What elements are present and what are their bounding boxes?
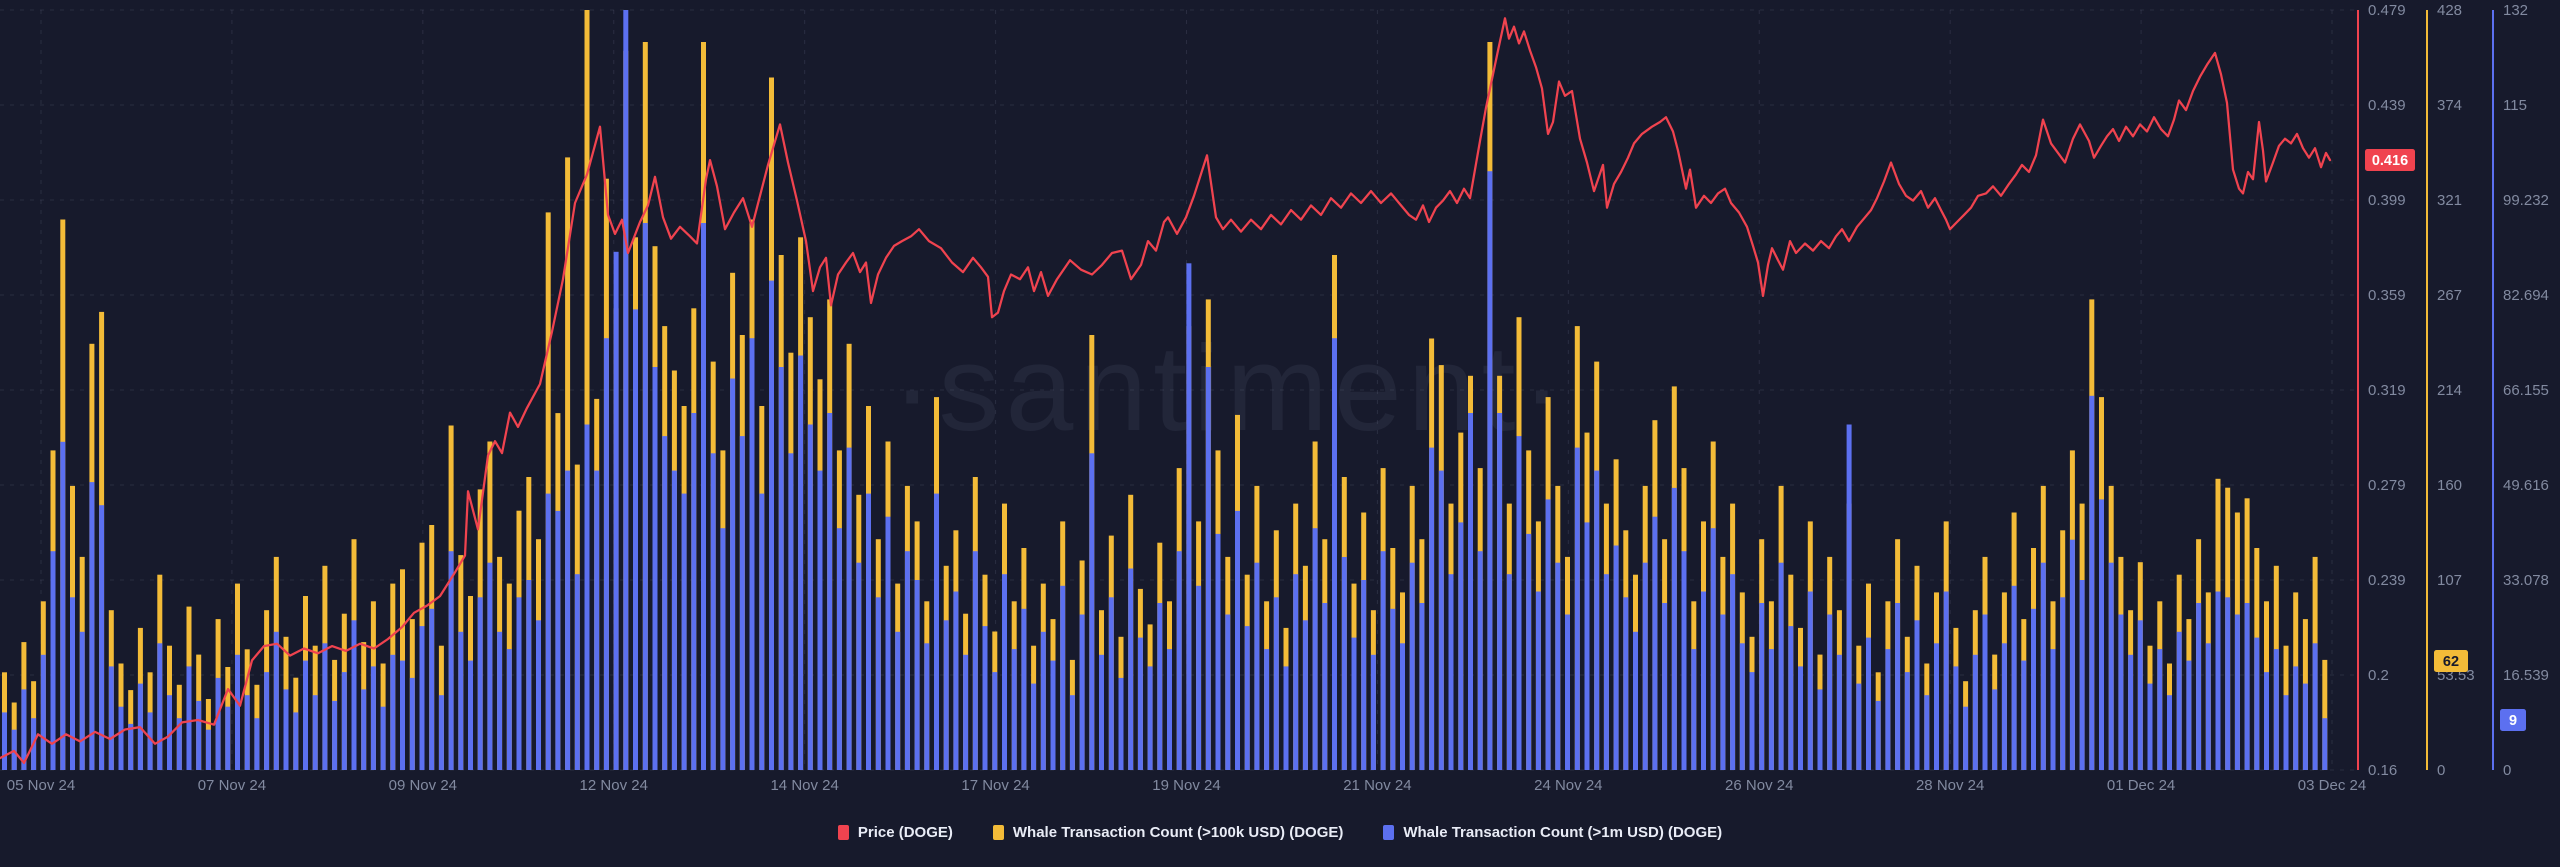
legend-item-whale-100k[interactable]: Whale Transaction Count (>100k USD) (DOG…	[992, 824, 1344, 841]
svg-text:17 Nov 24: 17 Nov 24	[961, 777, 1029, 794]
svg-text:33.078: 33.078	[2503, 572, 2549, 589]
legend-item-whale-1m[interactable]: Whale Transaction Count (>1m USD) (DOGE)	[1383, 824, 1722, 841]
svg-text:0.2: 0.2	[2368, 667, 2389, 684]
svg-text:82.694: 82.694	[2503, 287, 2549, 304]
svg-text:0.479: 0.479	[2368, 2, 2406, 19]
svg-text:321: 321	[2437, 192, 2462, 209]
svg-text:160: 160	[2437, 477, 2462, 494]
svg-text:0.319: 0.319	[2368, 382, 2406, 399]
whale-1m-series-swatch-icon	[1383, 825, 1395, 840]
svg-text:12 Nov 24: 12 Nov 24	[580, 777, 648, 794]
svg-text:62: 62	[2443, 654, 2459, 670]
legend-item-price[interactable]: Price (DOGE)	[837, 824, 953, 841]
whale-100k-series-swatch-icon	[992, 825, 1004, 840]
svg-text:0.16: 0.16	[2368, 762, 2397, 779]
legend: Price (DOGE) Whale Transaction Count (>1…	[0, 824, 2560, 841]
svg-text:19 Nov 24: 19 Nov 24	[1152, 777, 1220, 794]
price-series-swatch-icon	[837, 825, 849, 840]
svg-text:115: 115	[2503, 97, 2527, 114]
svg-text:21 Nov 24: 21 Nov 24	[1343, 777, 1411, 794]
svg-text:0.359: 0.359	[2368, 287, 2406, 304]
svg-text:132: 132	[2503, 2, 2528, 19]
svg-text:0.416: 0.416	[2372, 153, 2408, 169]
svg-text:66.155: 66.155	[2503, 382, 2549, 399]
price-line	[0, 17, 2332, 765]
legend-label-price: Price (DOGE)	[857, 824, 953, 841]
svg-text:0.239: 0.239	[2368, 572, 2406, 589]
svg-text:214: 214	[2437, 382, 2462, 399]
svg-text:107: 107	[2437, 572, 2462, 589]
svg-text:28 Nov 24: 28 Nov 24	[1916, 777, 1984, 794]
svg-text:09 Nov 24: 09 Nov 24	[389, 777, 457, 794]
whale-1m-axis: 132 115 99.232 82.694 66.155 49.616 33.078 16.5…	[2492, 2, 2549, 779]
svg-text:0: 0	[2503, 762, 2511, 779]
svg-text:26 Nov 24: 26 Nov 24	[1725, 777, 1793, 794]
svg-text:07 Nov 24: 07 Nov 24	[198, 777, 266, 794]
svg-text:05 Nov 24: 05 Nov 24	[7, 777, 75, 794]
svg-text:01 Dec 24: 01 Dec 24	[2107, 777, 2175, 794]
svg-text:99.232: 99.232	[2503, 192, 2549, 209]
svg-text:0.399: 0.399	[2368, 192, 2406, 209]
legend-label-whale-1m: Whale Transaction Count (>1m USD) (DOGE)	[1403, 824, 1723, 841]
svg-text:0.439: 0.439	[2368, 97, 2406, 114]
svg-text:24 Nov 24: 24 Nov 24	[1534, 777, 1602, 794]
svg-text:267: 267	[2437, 287, 2462, 304]
svg-text:03 Dec 24: 03 Dec 24	[2298, 777, 2366, 794]
svg-text:0.279: 0.279	[2368, 477, 2406, 494]
price-axis-current-badge	[2365, 149, 2415, 171]
x-axis-labels: 05 Nov 24 07 Nov 24 09 Nov 24 12 Nov 24 14 N…	[7, 777, 2366, 794]
svg-text:428: 428	[2437, 2, 2462, 19]
legend-label-whale-100k: Whale Transaction Count (>100k USD) (DOG…	[1012, 824, 1344, 841]
svg-text:374: 374	[2437, 97, 2462, 114]
svg-text:14 Nov 24: 14 Nov 24	[770, 777, 838, 794]
price-axis: 0.479 0.439 0.399 0.359 0.319 0.279 0.239 0.2 0.…	[2357, 2, 2415, 779]
whale-1m-axis-current-badge	[2500, 709, 2526, 731]
svg-text:0: 0	[2437, 762, 2445, 779]
svg-text:16.539: 16.539	[2503, 667, 2549, 684]
svg-text:49.616: 49.616	[2503, 477, 2549, 494]
whale-100k-axis-current-badge	[2434, 650, 2468, 672]
svg-text:9: 9	[2509, 713, 2517, 729]
bars-whale-1m	[2, 10, 2328, 771]
